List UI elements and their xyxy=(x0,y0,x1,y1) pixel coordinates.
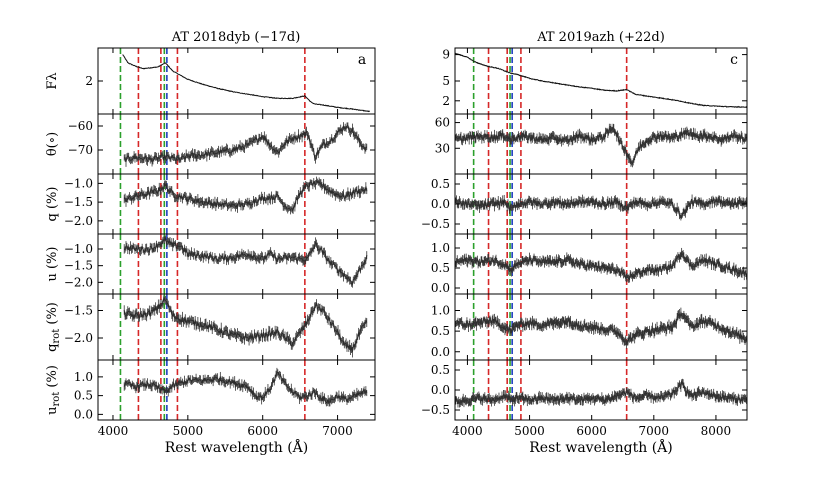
y-tick-label: −1.5 xyxy=(64,259,93,273)
panel-3: 0.0 0.5 1.0 xyxy=(431,233,748,295)
panel-5: 0.0 0.5 1.0 urot (%) xyxy=(45,359,376,421)
panel-frame xyxy=(454,113,748,175)
panel-frame xyxy=(97,113,376,175)
x-tick-label: 6000 xyxy=(576,424,607,438)
y-tick-label: 60 xyxy=(435,116,450,130)
y-tick-label: 2 xyxy=(442,94,450,108)
y-tick-label: 2 xyxy=(85,74,93,88)
y-axis-label: u (%) xyxy=(45,246,60,281)
y-tick-label: 0.5 xyxy=(431,324,450,338)
y-axis-label: q (%) xyxy=(45,187,60,222)
x-axis-label: Rest wavelength (Å) xyxy=(529,438,672,456)
y-axis-label: qrot (%) xyxy=(45,302,62,352)
chart-title: AT 2018dyb (−17d) xyxy=(171,30,301,45)
y-tick-label: −1.5 xyxy=(64,195,93,209)
panel-1: −60 −70 θ(∘) xyxy=(45,113,376,175)
x-tick-label: 8000 xyxy=(701,424,732,438)
y-tick-label: 0.0 xyxy=(431,281,450,295)
panel-3: −1.0 −1.5 −2.0 u (%) xyxy=(45,233,376,295)
chart-at2018dyb: AT 2018dyb (−17d) 2 Fλ −60 −70 θ(∘) −1.0 −1.5 −2… xyxy=(45,30,376,456)
y-tick-label: 1.0 xyxy=(431,241,450,255)
y-axis-label: urot (%) xyxy=(45,365,62,415)
x-tick-label: 4000 xyxy=(98,424,129,438)
y-tick-label: 0.0 xyxy=(431,197,450,211)
y-axis-label: Fλ xyxy=(45,72,60,89)
data-series xyxy=(122,54,370,113)
y-tick-label: −2.0 xyxy=(64,331,93,345)
y-tick-label: 0.5 xyxy=(431,261,450,275)
y-tick-label: 0.0 xyxy=(74,407,93,421)
x-tick-label: 7000 xyxy=(322,424,353,438)
panel-2: −1.0 −1.5 −2.0 q (%) xyxy=(45,173,376,235)
panel-letter: a xyxy=(358,52,366,68)
y-tick-label: −1.0 xyxy=(64,242,93,256)
panel-frame xyxy=(97,359,376,421)
chart-at2019azh: AT 2019azh (+22d)25930600.50.0−0.50.00.5… xyxy=(421,30,748,456)
x-axis-label: Rest wavelength (Å) xyxy=(165,438,308,456)
panel-0: 2 Fλ xyxy=(45,47,376,115)
chart-title: AT 2019azh (+22d) xyxy=(536,30,665,45)
panel-frame xyxy=(454,47,748,115)
data-series xyxy=(455,52,747,108)
panel-letter: c xyxy=(730,52,738,68)
x-tick-label: 5000 xyxy=(514,424,545,438)
y-tick-label: −2.0 xyxy=(64,214,93,228)
y-tick-label: 5 xyxy=(442,74,450,88)
y-tick-label: −70 xyxy=(68,143,93,157)
panel-5: 0.5 0.0 −0.5 xyxy=(421,359,748,421)
panel-1: 30 60 xyxy=(435,113,748,175)
y-axis-label: θ(∘) xyxy=(45,132,60,156)
y-tick-label: 9 xyxy=(442,48,450,62)
y-tick-label: 1.0 xyxy=(74,370,93,384)
panel-frame xyxy=(97,47,376,115)
panel-2: 0.5 0.0 −0.5 xyxy=(421,173,748,235)
x-tick-label: 4000 xyxy=(452,424,483,438)
x-tick-label: 6000 xyxy=(247,424,278,438)
y-tick-label: 0.0 xyxy=(431,345,450,359)
y-tick-label: 1.0 xyxy=(431,304,450,318)
y-tick-label: 0.0 xyxy=(431,383,450,397)
x-tick-label: 7000 xyxy=(639,424,670,438)
y-tick-label: −0.5 xyxy=(421,403,450,417)
y-tick-label: 0.5 xyxy=(431,363,450,377)
y-tick-label: −1.5 xyxy=(64,304,93,318)
y-tick-label: −2.0 xyxy=(64,275,93,289)
y-tick-label: 30 xyxy=(435,141,450,155)
x-tick-label: 5000 xyxy=(173,424,204,438)
panel-0: 2 5 9 xyxy=(442,47,748,115)
y-tick-label: 0.5 xyxy=(431,177,450,191)
y-tick-label: −1.0 xyxy=(64,176,93,190)
y-tick-label: −0.5 xyxy=(421,217,450,231)
panel-4: 0.0 0.5 1.0 xyxy=(431,293,748,361)
y-tick-label: −60 xyxy=(68,119,93,133)
y-tick-label: 0.5 xyxy=(74,389,93,403)
